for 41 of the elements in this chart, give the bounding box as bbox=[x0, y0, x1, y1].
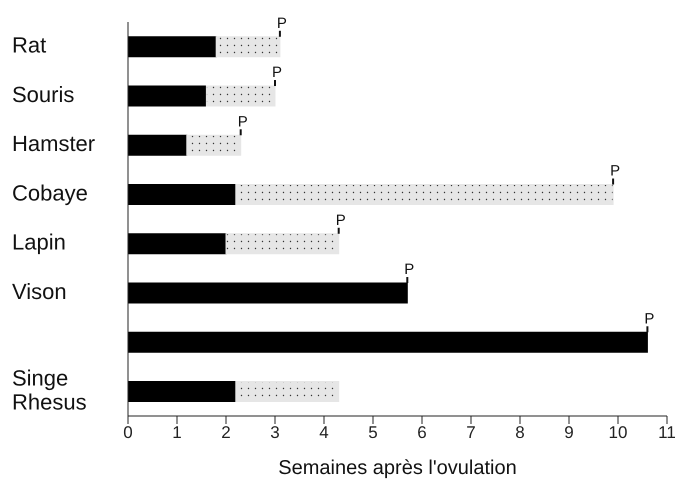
total-label: P bbox=[238, 113, 248, 130]
x-tick-label: 11 bbox=[658, 423, 676, 442]
x-tick-label: 4 bbox=[319, 423, 329, 442]
x-tick-label: 9 bbox=[564, 423, 574, 442]
bar bbox=[235, 184, 614, 206]
y-tick-label: Lapin bbox=[12, 230, 66, 255]
bar bbox=[186, 134, 242, 156]
y-tick-label: Vison bbox=[12, 278, 67, 304]
bar bbox=[128, 332, 648, 353]
y-tick-label: Souris bbox=[12, 82, 74, 107]
bar bbox=[128, 86, 207, 107]
y-tick-label: Rat bbox=[12, 32, 46, 58]
bar bbox=[226, 233, 340, 254]
bar bbox=[235, 381, 340, 402]
total-label: P bbox=[276, 14, 287, 32]
bar bbox=[128, 36, 217, 58]
total-label: P bbox=[644, 310, 654, 328]
bar bbox=[206, 86, 276, 107]
y-tick-label: Hamster bbox=[12, 131, 96, 156]
y-tick-label: Singe Rhesus bbox=[12, 365, 87, 414]
x-tick-label: 0 bbox=[123, 423, 133, 442]
total-label: P bbox=[272, 64, 282, 82]
bar bbox=[128, 134, 188, 156]
bar bbox=[128, 381, 236, 402]
x-tick-label: 5 bbox=[368, 423, 378, 442]
x-tick-label: 3 bbox=[270, 423, 280, 442]
x-tick-label: 8 bbox=[515, 423, 525, 442]
x-tick-label: 10 bbox=[608, 423, 628, 442]
x-tick-label: 1 bbox=[172, 423, 182, 442]
x-tick-label: 7 bbox=[466, 423, 476, 442]
bar bbox=[128, 184, 236, 206]
y-tick-label: Cobaye bbox=[12, 180, 88, 206]
total-label: P bbox=[610, 162, 620, 180]
bar bbox=[128, 282, 408, 304]
bar bbox=[216, 36, 280, 58]
x-axis-title: Semaines après l'ovulation bbox=[278, 457, 517, 479]
x-tick-label: 6 bbox=[417, 423, 427, 442]
total-label: P bbox=[404, 261, 414, 278]
total-label: P bbox=[336, 212, 346, 229]
x-tick-label: 2 bbox=[221, 423, 231, 442]
bar bbox=[128, 233, 226, 254]
